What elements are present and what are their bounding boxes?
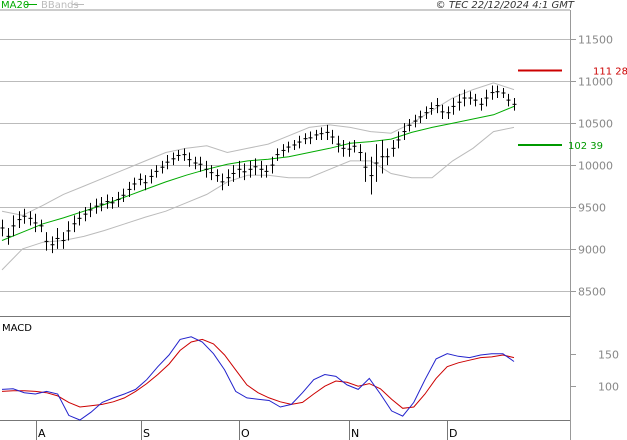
x-tick-label: N <box>351 427 359 440</box>
macd-tick-label: 150 <box>598 349 619 362</box>
price-tick-label: 8500 <box>578 286 606 299</box>
legend-bbands-label: BBands <box>41 0 79 11</box>
legend-ma20-label: MA20 <box>1 0 29 11</box>
bband-upper-line <box>1 82 515 216</box>
macd-signal-line <box>1 338 515 409</box>
x-tick-label: S <box>143 427 150 440</box>
bband-lower-line <box>1 126 515 271</box>
macd-tick-label: 100 <box>598 381 619 394</box>
price-tick-label: 9500 <box>578 202 606 215</box>
price-tick-label: 9000 <box>578 244 606 257</box>
support-label: 102 39 <box>568 141 603 152</box>
x-tick-label: O <box>241 427 250 440</box>
ma20-line <box>1 105 515 241</box>
price-tick-label: 11000 <box>578 76 613 89</box>
macd-panel-label: MACD <box>2 323 32 334</box>
x-tick-label: A <box>38 427 46 440</box>
x-tick-label: D <box>449 427 457 440</box>
price-tick-label: 10500 <box>578 118 613 131</box>
copyright-text: © TEC 22/12/2024 4:1 GMT <box>436 0 575 11</box>
price-tick-label: 11500 <box>578 34 613 47</box>
macd-line <box>1 336 515 421</box>
resistance-label: 111 28 <box>593 67 627 78</box>
price-tick-label: 10000 <box>578 160 613 173</box>
